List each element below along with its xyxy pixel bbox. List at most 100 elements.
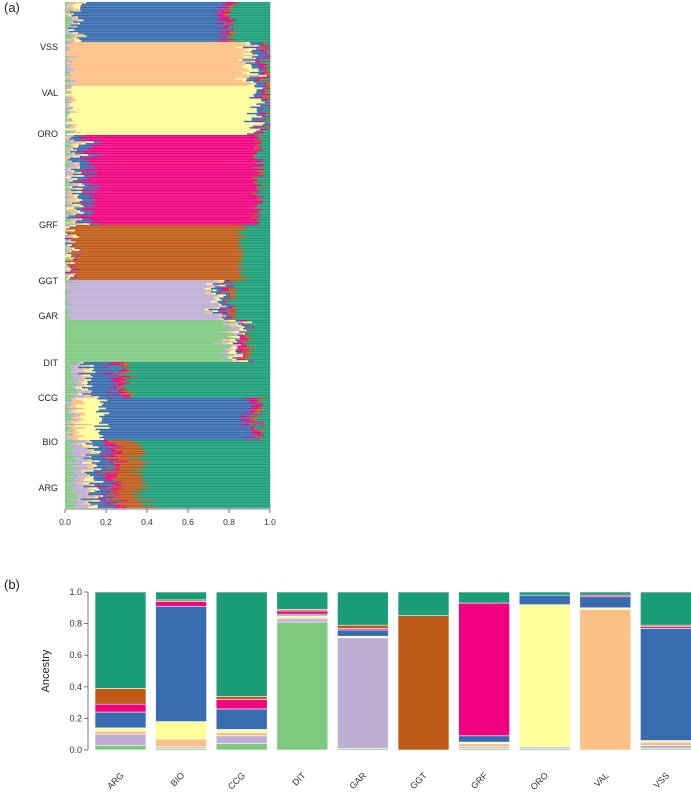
individual-bar-val-23-k7	[259, 78, 265, 80]
individual-bar-ccg-1-k7	[119, 363, 129, 366]
individual-bar-grf-22-k7	[257, 170, 264, 173]
individual-bar-vss-4-k4	[77, 8, 81, 11]
individual-bar-arg-6-k7	[116, 449, 143, 452]
individual-bar-grf-26-k5	[71, 176, 87, 179]
individual-bar-grf-28-k4	[69, 180, 73, 182]
individual-bar-grf-19-k2	[70, 165, 78, 168]
individual-bar-arg-31-k8	[142, 489, 271, 491]
individual-bar-val-0-k7	[262, 42, 267, 44]
individual-bar-vss-18-k1	[65, 30, 67, 33]
individual-bar-dit-18-k2	[224, 349, 227, 351]
individual-bar-arg-10-k2	[79, 455, 90, 458]
individual-bar-grf-35-k3	[70, 191, 77, 194]
individual-bar-grf-14-k1	[65, 157, 67, 160]
individual-bar-arg-8-k2	[72, 452, 91, 455]
individual-bar-grf-51-k8	[257, 216, 271, 219]
individual-bar-oro-22-k7	[263, 120, 266, 123]
individual-bar-arg-23-k6	[104, 476, 116, 479]
individual-bar-ccg-2-k8	[129, 365, 271, 367]
individual-bar-val-16-k2	[65, 67, 72, 69]
individual-bar-grf-26-k7	[251, 176, 256, 179]
individual-bar-gar-15-k7	[230, 304, 232, 306]
individual-bar-vss-12-k8	[233, 21, 271, 23]
individual-bar-oro-10-k1	[65, 101, 67, 104]
individual-bar-oro-26-k5	[249, 127, 255, 129]
individual-bar-ccg-17-k6	[119, 388, 126, 391]
individual-bar-vss-4-k5	[80, 8, 226, 11]
individual-bar-val-13-k3	[67, 62, 246, 65]
individual-bar-dit-6-k8	[251, 329, 271, 332]
individual-bar-val-25-k1	[65, 81, 70, 84]
individual-bar-dit-22-k8	[251, 355, 271, 358]
individual-bar-arg-8-k1	[65, 452, 73, 455]
individual-bar-ccg-14-k1	[65, 383, 78, 386]
individual-bar-vss-7-k6	[214, 13, 226, 15]
individual-bar-dit-16-k4	[233, 345, 238, 348]
individual-bar-dit-8-k8	[248, 332, 271, 335]
individual-bar-dit-14-k6	[234, 342, 244, 345]
individual-bar-bio-2-k6	[247, 401, 259, 404]
individual-bar-arg-2-k7	[115, 443, 140, 445]
individual-bar-oro-16-k3	[74, 111, 78, 114]
individual-bar-ggt-33-k7	[69, 278, 247, 281]
individual-bar-gar-20-k5	[212, 312, 222, 314]
individual-bar-grf-33-k1	[65, 188, 73, 190]
individual-bar-grf-8-k2	[65, 147, 69, 150]
individual-bar-arg-7-k5	[100, 451, 113, 453]
individual-bar-oro-28-k5	[256, 130, 263, 133]
individual-bar-val-20-k2	[69, 73, 71, 76]
individual-bar-oro-16-k5	[256, 111, 269, 114]
bar-segment-ccg-k5	[215, 708, 268, 730]
individual-bar-ggt-9-k5	[70, 239, 75, 242]
individual-bar-grf-14-k6	[80, 157, 255, 160]
individual-bar-arg-12-k8	[141, 458, 271, 461]
individual-bar-grf-43-k4	[73, 204, 82, 206]
individual-bar-arg-3-k6	[104, 444, 119, 447]
individual-bar-grf-11-k4	[72, 152, 76, 155]
individual-bar-bio-8-k3	[68, 410, 73, 413]
individual-bar-arg-32-k2	[68, 490, 88, 493]
individual-bar-ccg-1-k8	[128, 363, 271, 366]
individual-bar-grf-1-k8	[257, 136, 271, 139]
individual-bar-val-24-k6	[256, 79, 259, 82]
individual-bar-grf-39-k8	[260, 197, 271, 200]
individual-bar-gar-7-k1	[65, 291, 71, 293]
individual-bar-grf-5-k6	[97, 143, 260, 145]
individual-bar-bio-18-k8	[254, 427, 271, 429]
individual-bar-grf-41-k3	[69, 200, 80, 203]
individual-bar-ggt-3-k3	[65, 229, 70, 232]
individual-bar-ccg-3-k2	[69, 366, 76, 369]
individual-bar-ccg-16-k6	[109, 387, 117, 389]
individual-bar-ggt-6-k3	[70, 234, 74, 237]
individual-bar-arg-18-k4	[96, 468, 102, 471]
individual-bar-oro-2-k7	[264, 89, 271, 91]
individual-bar-dit-25-k3	[233, 360, 239, 363]
individual-bar-grf-7-k5	[78, 146, 93, 149]
individual-bar-vss-24-k1	[65, 40, 68, 43]
individual-bar-grf-55-k4	[83, 223, 90, 226]
individual-bar-grf-0-k2	[65, 135, 72, 137]
individual-bar-dit-2-k2	[221, 323, 230, 326]
individual-bar-oro-26-k6	[253, 127, 261, 129]
individual-bar-bio-2-k7	[258, 401, 260, 404]
bar-segment-arg-k4	[94, 727, 147, 732]
individual-bar-grf-30-k5	[82, 183, 91, 186]
individual-bar-vss-1-k8	[236, 3, 271, 6]
individual-bar-grf-4-k8	[261, 141, 271, 144]
individual-bar-bio-14-k7	[254, 420, 257, 423]
individual-bar-grf-6-k8	[260, 144, 271, 147]
individual-bar-ggt-14-k8	[239, 247, 271, 250]
individual-bar-val-15-k1	[65, 65, 69, 68]
individual-bar-dit-15-k8	[246, 344, 271, 347]
individual-bar-vss-10-k7	[229, 18, 231, 20]
individual-bar-ccg-11-k8	[127, 379, 271, 381]
individual-bar-oro-20-k4	[71, 117, 252, 120]
group-vss	[65, 2, 271, 43]
individual-bar-vss-14-k2	[69, 24, 72, 27]
individual-bar-grf-55-k5	[89, 223, 100, 226]
individual-bar-oro-23-k4	[66, 122, 265, 125]
individual-bar-arg-16-k7	[119, 465, 148, 468]
individual-bar-ccg-15-k3	[77, 385, 86, 388]
individual-bar-arg-36-k7	[112, 496, 134, 499]
individual-bar-arg-10-k4	[89, 455, 92, 458]
